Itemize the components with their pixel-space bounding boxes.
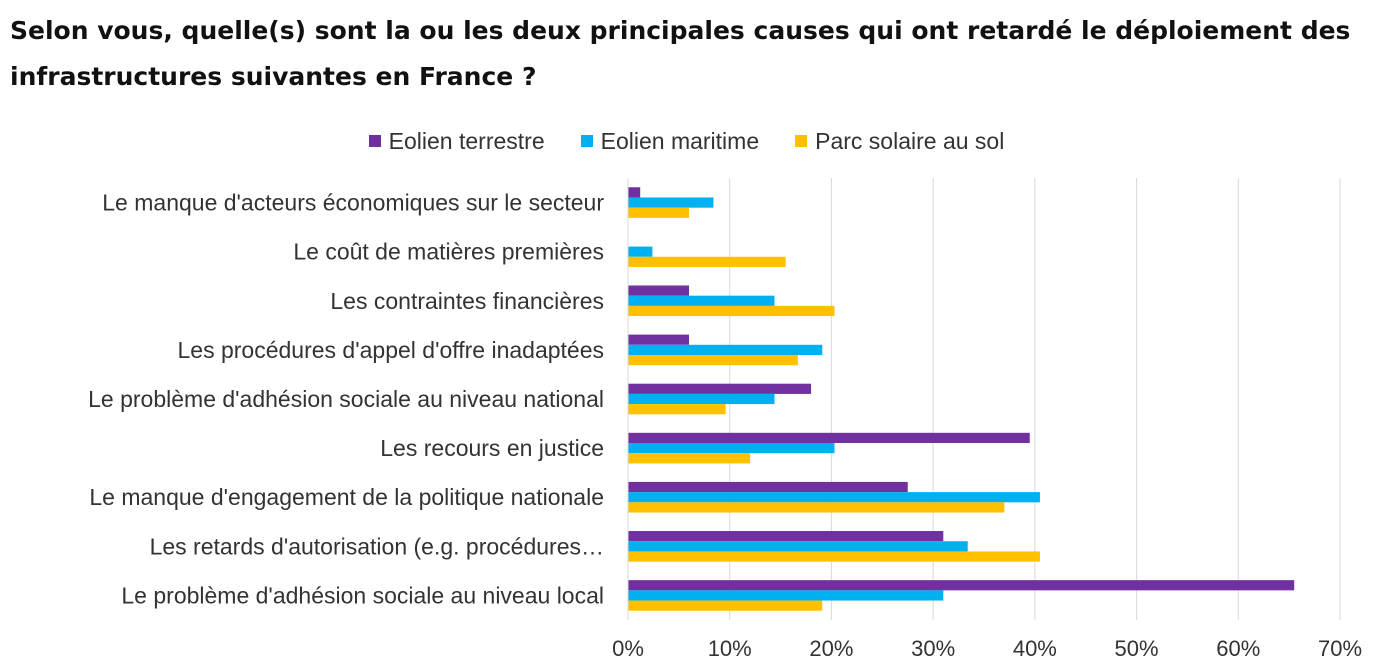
category-label-2: Les contraintes financières (330, 288, 604, 314)
chart-title: Selon vous, quelle(s) sont la ou les deu… (10, 8, 1350, 100)
legend-swatch-eolien-maritime (580, 135, 593, 147)
bar-0-8 (628, 580, 1295, 591)
bar-2-5 (628, 453, 751, 464)
chart-title-line-2: infrastructures suivantes en France ? (10, 62, 537, 91)
bar-1-7 (628, 541, 968, 552)
category-label-6: Le manque d'engagement de la politique n… (89, 484, 604, 510)
x-tick-label-3: 30% (911, 636, 955, 661)
bar-0-0 (628, 187, 641, 198)
bar-2-6 (628, 502, 1005, 513)
legend-item-eolien-terrestre: Eolien terrestre (368, 127, 545, 155)
x-tick-label-2: 20% (809, 636, 853, 661)
x-tick-label-5: 50% (1115, 636, 1159, 661)
bar-1-6 (628, 492, 1040, 503)
bar-0-7 (628, 531, 944, 542)
bar-0-6 (628, 481, 908, 493)
category-label-0: Le manque d'acteurs économiques sur le s… (102, 190, 604, 216)
bar-0-3 (628, 334, 690, 345)
category-label-4: Le problème d'adhésion sociale au niveau… (88, 386, 604, 412)
chart-legend: Eolien terrestre Eolien maritime Parc so… (0, 126, 1373, 156)
x-tick-label-0: 0% (612, 636, 644, 661)
legend-swatch-parc-solaire (795, 135, 808, 147)
bar-2-0 (628, 207, 690, 218)
bar-2-1 (628, 256, 786, 267)
bar-1-4 (628, 393, 775, 405)
bar-2-3 (628, 354, 798, 366)
x-tick-label-7: 70% (1318, 636, 1362, 661)
legend-swatch-eolien-terrestre (368, 135, 381, 147)
legend-item-eolien-maritime: Eolien maritime (580, 127, 760, 155)
category-label-7: Les retards d'autorisation (e.g. procédu… (150, 533, 604, 559)
x-tick-label-1: 10% (708, 636, 752, 661)
legend-label-eolien-maritime: Eolien maritime (600, 127, 760, 154)
bar-1-1 (628, 246, 653, 257)
bar-1-5 (628, 443, 835, 454)
chart-title-line-1: Selon vous, quelle(s) sont la ou les deu… (10, 16, 1351, 45)
bar-2-7 (628, 551, 1040, 562)
bar-0-4 (628, 383, 812, 394)
bar-0-5 (628, 432, 1030, 444)
legend-label-parc-solaire: Parc solaire au sol (815, 127, 1005, 154)
bar-0-2 (628, 285, 690, 296)
category-label-3: Les procédures d'appel d'offre inadaptée… (178, 337, 605, 363)
bar-1-2 (628, 295, 775, 306)
bar-1-0 (628, 197, 714, 208)
legend-item-parc-solaire: Parc solaire au sol (795, 128, 1004, 155)
bar-2-4 (628, 404, 726, 415)
x-tick-label-4: 40% (1013, 636, 1057, 661)
legend-label-eolien-terrestre: Eolien terrestre (388, 127, 545, 154)
bar-1-3 (628, 344, 823, 355)
bar-2-2 (628, 305, 835, 317)
x-tick-label-6: 60% (1216, 636, 1260, 661)
category-label-5: Les recours en justice (380, 435, 604, 461)
category-label-8: Le problème d'adhésion sociale au niveau… (121, 582, 604, 608)
category-label-1: Le coût de matières premières (293, 239, 604, 265)
bar-2-8 (628, 600, 823, 611)
bar-1-8 (628, 590, 944, 601)
